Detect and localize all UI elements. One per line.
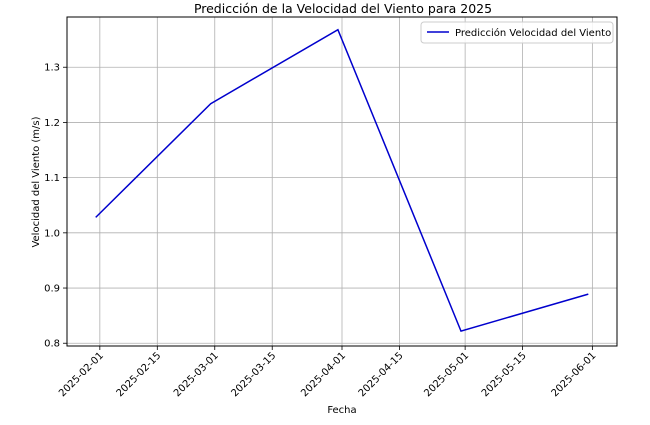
- x-tick-label: 2025-03-01: [172, 350, 221, 399]
- x-tick-label: 2025-02-01: [57, 350, 106, 399]
- x-axis: 2025-02-01 2025-02-15 2025-03-01 2025-03-15…: [57, 346, 598, 399]
- x-tick-label: 2025-02-15: [115, 350, 164, 399]
- series-line: [95, 28, 589, 333]
- grid: [67, 17, 617, 346]
- y-axis-label: Velocidad del Viento (m/s): [31, 116, 42, 247]
- legend: Predicción Velocidad del Viento: [420, 21, 614, 44]
- y-tick-label: 1.0: [44, 228, 60, 239]
- y-tick-label: 1.1: [44, 173, 60, 184]
- x-tick-label: 2025-03-15: [229, 350, 278, 399]
- y-tick-label: 1.2: [44, 118, 60, 129]
- y-tick-label: 0.9: [44, 284, 60, 295]
- chart-title: Predicción de la Velocidad del Viento pa…: [194, 1, 492, 16]
- x-axis-label: Fecha: [327, 405, 356, 416]
- series-layer: [95, 28, 589, 333]
- legend-box: [420, 21, 614, 44]
- y-axis: 0.8 0.9 1.0 1.1 1.2 1.3: [44, 63, 67, 350]
- x-tick-label: 2025-06-01: [550, 350, 599, 399]
- x-tick-label: 2025-05-15: [480, 350, 529, 399]
- x-tick-label: 2025-05-01: [422, 350, 471, 399]
- x-tick-label: 2025-04-01: [299, 350, 348, 399]
- x-tick-label: 2025-04-15: [357, 350, 406, 399]
- y-tick-label: 0.8: [44, 339, 60, 350]
- y-tick-label: 1.3: [44, 63, 60, 74]
- legend-label: Predicción Velocidad del Viento: [455, 27, 611, 39]
